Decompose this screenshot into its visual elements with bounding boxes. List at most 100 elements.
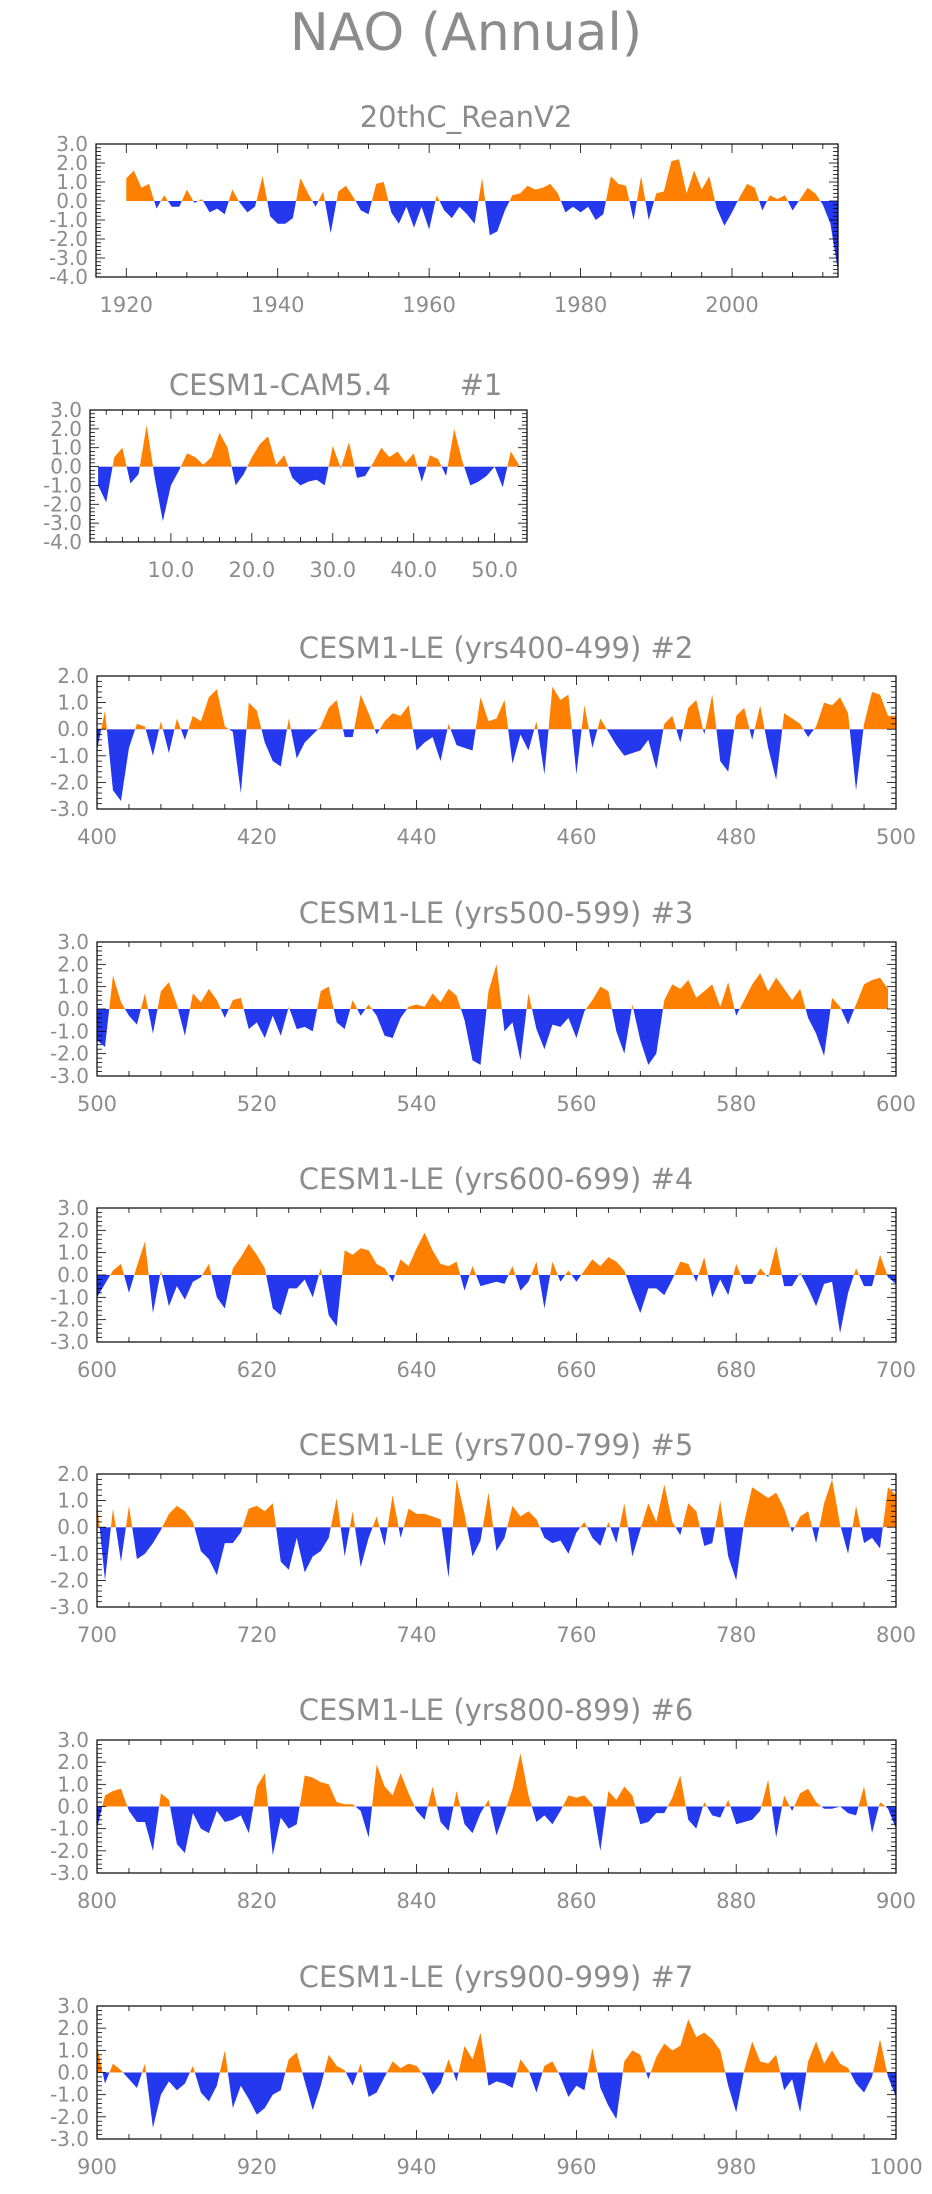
negative-area-5: [97, 1275, 896, 1334]
positive-area-6: [97, 1479, 896, 1528]
y-tick-label: 0.0: [50, 455, 82, 479]
positive-area-1: [126, 159, 838, 201]
y-tick-label: 2.0: [57, 952, 89, 976]
x-tick-label: 520: [237, 1092, 277, 1116]
x-tick-label: 400: [77, 825, 117, 849]
y-tick-label: 0.0: [57, 2061, 89, 2085]
chart-panel-4: 3.02.01.00.0-1.0-2.0-3.0 500 520 540 560 580 6…: [50, 896, 916, 1116]
y-tick-label: -1.0: [50, 1542, 89, 1566]
positive-area-4: [97, 964, 889, 1009]
plot-frame-2: [89, 409, 528, 543]
y-tick-label: -2.0: [50, 1042, 89, 1066]
x-tick-label: 800: [77, 1889, 117, 1913]
chart-title-3: CESM1-LE (yrs400-499) #2: [299, 631, 694, 665]
x-tick-label: 840: [397, 1889, 437, 1913]
positive-area-2: [98, 425, 519, 467]
x-tick-label: 20.0: [228, 558, 275, 582]
x-tick-label: 40.0: [390, 558, 437, 582]
y-tick-label: 1.0: [50, 436, 82, 460]
chart-title-suffix-2: #1: [460, 368, 503, 402]
x-tick-label: 880: [716, 1889, 756, 1913]
x-tick-label: 920: [237, 2155, 277, 2179]
x-tick-label: 900: [77, 2155, 117, 2179]
chart-panel-3: 2.0 1.00.0 -1.0-2.0 -3.0 400 420 440 460 480 500 C…: [50, 631, 916, 849]
x-tick-label: 620: [237, 1358, 277, 1382]
x-tick-label: 760: [556, 1623, 596, 1647]
x-tick-label: 500: [77, 1092, 117, 1116]
x-tick-label: 700: [876, 1358, 916, 1382]
y-tick-label: 3.0: [57, 1728, 89, 1752]
x-tick-label: 1980: [554, 293, 607, 317]
x-tick-label: 30.0: [309, 558, 356, 582]
y-tick-label: 2.0: [57, 1462, 89, 1486]
y-tick-label: -1.0: [50, 2083, 89, 2107]
x-tick-label: 600: [876, 1092, 916, 1116]
y-tick-label: -2.0: [50, 1568, 89, 1592]
y-tick-label: -1.0: [50, 744, 89, 768]
x-tick-label: 560: [556, 1092, 596, 1116]
x-tick-label: 960: [556, 2155, 596, 2179]
negative-area-8: [97, 2072, 896, 2128]
y-tick-label: -3.0: [50, 1861, 89, 1885]
y-tick-label: 1.0: [56, 170, 88, 194]
y-tick-label: -1.0: [50, 1817, 89, 1841]
y-tick-label: 2.0: [56, 151, 88, 175]
chart-panel-6: 2.0 1.00.0 -1.0-2.0 -3.0 700 720 740 760 780 800 C…: [50, 1428, 916, 1647]
y-tick-label: -1.0: [50, 1285, 89, 1309]
y-tick-label: 0.0: [57, 717, 89, 741]
chart-panel-8: 3.02.01.00.0-1.0-2.0-3.0 900 920 940 960 980 1…: [50, 1960, 923, 2179]
y-tick-label: 0.0: [57, 997, 89, 1021]
y-tick-label: 3.0: [57, 1196, 89, 1220]
chart-panel-1: 3.02.01.00.0-1.0-2.0-3.0-4.0 1920 1940 1960…: [49, 100, 839, 317]
positive-area-3: [97, 686, 896, 730]
x-tick-label: 800: [876, 1623, 916, 1647]
x-tick-label: 440: [397, 825, 437, 849]
x-tick-label: 980: [716, 2155, 756, 2179]
y-tick-label: 2.0: [57, 1218, 89, 1242]
x-tick-label: 780: [716, 1623, 756, 1647]
negative-area-2: [98, 466, 508, 522]
chart-title-2: CESM1-CAM5.4: [169, 368, 391, 402]
chart-title-5: CESM1-LE (yrs600-699) #4: [299, 1162, 694, 1196]
x-tick-label: 10.0: [148, 558, 195, 582]
x-tick-label: 640: [397, 1358, 437, 1382]
y-tick-label: -1.0: [50, 1019, 89, 1043]
y-tick-label: 2.0: [57, 664, 89, 688]
negative-area-1: [126, 201, 838, 272]
x-tick-label: 860: [556, 1889, 596, 1913]
chart-title-6: CESM1-LE (yrs700-799) #5: [299, 1428, 694, 1462]
main-title-text: NAO (Annual): [290, 3, 642, 63]
x-tick-label: 50.0: [471, 558, 518, 582]
y-tick-label: 1.0: [57, 1772, 89, 1796]
y-tick-label: -2.0: [50, 1308, 89, 1332]
y-tick-label: -3.0: [50, 797, 89, 821]
y-tick-label: 1.0: [57, 1241, 89, 1265]
y-tick-label: -2.0: [49, 227, 88, 251]
main-title: NAO (Annual): [0, 0, 932, 70]
y-tick-label: -3.0: [49, 246, 88, 270]
x-tick-label: 2000: [705, 293, 758, 317]
y-tick-label: -3.0: [43, 511, 82, 535]
x-tick-label: 480: [716, 825, 756, 849]
chart-panel-7: 3.02.01.00.0-1.0-2.0-3.0 800 820 840 860 880 9…: [50, 1693, 916, 1913]
y-tick-label: 3.0: [57, 930, 89, 954]
x-tick-label: 680: [716, 1358, 756, 1382]
x-tick-label: 460: [556, 825, 596, 849]
negative-area-4: [97, 1009, 889, 1065]
x-tick-label: 900: [876, 1889, 916, 1913]
plot-frame-1: [95, 143, 839, 278]
y-tick-label: 3.0: [56, 132, 88, 156]
x-tick-label: 580: [716, 1092, 756, 1116]
x-tick-label: 540: [397, 1092, 437, 1116]
y-tick-label: -3.0: [50, 1595, 89, 1619]
x-tick-label: 600: [77, 1358, 117, 1382]
x-tick-label: 700: [77, 1623, 117, 1647]
chart-panel-2: 3.02.01.00.0-1.0-2.0-3.0-4.0 10.0 20.0 30.0…: [43, 368, 528, 582]
y-tick-label: -2.0: [50, 770, 89, 794]
chart-title-4: CESM1-LE (yrs500-599) #3: [299, 896, 694, 930]
y-tick-label: -3.0: [50, 1330, 89, 1354]
y-tick-label: -4.0: [43, 530, 82, 554]
chart-title-1: 20thC_ReanV2: [360, 100, 573, 134]
plot-frame-6: [96, 1473, 897, 1608]
